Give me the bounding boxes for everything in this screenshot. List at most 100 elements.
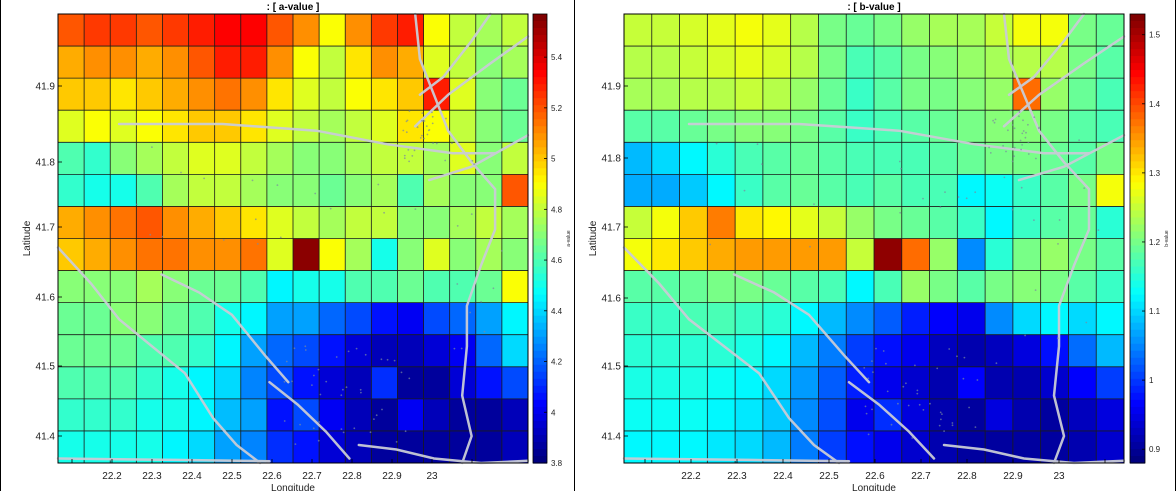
colorbar-step: [533, 14, 547, 22]
epicenter-dot: [988, 146, 990, 149]
heatmap-cell: [319, 206, 346, 239]
epicenter-dot: [864, 405, 867, 408]
heatmap-cell: [735, 366, 764, 400]
epicenter-dot: [743, 189, 746, 192]
colorbar-step: [1130, 112, 1145, 120]
colorbar-step: [533, 287, 547, 296]
heatmap-cell: [397, 238, 424, 271]
heatmap-cell: [762, 142, 792, 175]
heatmap-cell: [293, 78, 320, 111]
colorbar-step: [533, 168, 547, 176]
epicenter-dot: [872, 371, 874, 373]
colorbar-step: [1130, 350, 1145, 359]
epicenter-dot: [404, 430, 407, 433]
epicenter-dot: [756, 143, 759, 146]
heatmap-cell: [929, 206, 958, 239]
heatmap-cell: [985, 430, 1014, 464]
heatmap-cell: [874, 110, 903, 143]
heatmap-cell: [214, 302, 242, 336]
heatmap-cell: [475, 110, 503, 143]
colorbar-step: [533, 42, 547, 50]
heatmap-cell: [735, 398, 764, 432]
colorbar-step: [1130, 434, 1145, 443]
heatmap-cell: [762, 78, 792, 111]
heatmap-cell: [214, 78, 242, 111]
heatmap-cell: [266, 142, 294, 175]
heatmap-cell: [58, 238, 85, 271]
colorbar-step: [1130, 168, 1145, 176]
heatmap-cell: [846, 142, 875, 175]
colorbar-step: [1130, 343, 1145, 352]
heatmap-cell: [475, 334, 503, 368]
colorbar-step: [1130, 126, 1145, 134]
y-tick-label: 41.7: [602, 223, 622, 234]
colorbar-step: [533, 385, 547, 394]
b-value-panel: : [ b-value ] 22.2 22.3 22.4 22.5 22.6 22.7 22.…: [575, 0, 1176, 491]
heatmap-cell: [790, 110, 819, 143]
epicenter-dot: [962, 377, 965, 380]
colorbar: 5.4 5.2 5 4.8 4.6 4.4 4.2 4 3.8: [532, 13, 563, 468]
colorbar-step: [533, 98, 547, 106]
epicenter-dot: [1009, 109, 1012, 112]
x-axis: 22.2 22.3 22.4 22.5 22.6 22.7 22.8 22.9 23: [71, 459, 473, 482]
colorbar-step: [533, 77, 547, 85]
x-tick-label: 22.4: [773, 471, 793, 482]
epicenter-dot: [944, 191, 946, 194]
heatmap-cell: [679, 142, 708, 175]
epicenter-dot: [413, 149, 416, 152]
heatmap-cell: [846, 174, 875, 207]
heatmap-cell: [371, 46, 398, 79]
heatmap-cell: [957, 78, 986, 111]
y-tick-label: 41.7: [36, 223, 56, 234]
heatmap-cell: [501, 174, 529, 207]
epicenter-dot: [1011, 208, 1014, 211]
colorbar-tick-label: 1.1: [1149, 307, 1161, 316]
epicenter-dot: [360, 391, 362, 394]
heatmap-cell: [266, 302, 294, 336]
epicenter-dot: [283, 380, 286, 383]
heatmap-cell: [957, 46, 986, 79]
epicenter-dot: [1025, 131, 1027, 134]
heatmap-cell: [371, 174, 398, 207]
fault-lines: [56, 12, 530, 465]
epicenter-dot: [957, 196, 960, 198]
colorbar-step: [1130, 273, 1145, 282]
epicenter-dot: [938, 424, 941, 427]
heatmap-cell: [84, 110, 111, 143]
heatmap-cell: [110, 334, 137, 368]
heatmap-cell: [874, 366, 903, 400]
colorbar-tick-label: 1.5: [1149, 31, 1161, 40]
colorbar-tick-label: 5.2: [551, 104, 563, 113]
heatmap-cell: [957, 270, 986, 304]
heatmap-cell: [929, 14, 958, 47]
y-tick-label: 41.5: [602, 362, 622, 373]
heatmap-cell: [136, 110, 163, 143]
heatmap-cell: [162, 398, 189, 432]
epicenter-dot: [373, 418, 375, 420]
heatmap-cell: [1068, 430, 1097, 464]
fault-lines: [622, 12, 1126, 465]
y-tick-label: 41.9: [602, 82, 622, 93]
heatmap-cell: [397, 174, 424, 207]
heatmap-cell: [188, 270, 216, 304]
epicenter-dot: [383, 211, 385, 214]
epicenter-dot: [1020, 186, 1023, 189]
colorbar-step: [533, 217, 547, 226]
heatmap-cell: [985, 174, 1014, 207]
epicenter-dot: [1018, 111, 1021, 113]
colorbar-step: [1130, 399, 1145, 408]
epicenter-dot: [377, 183, 380, 186]
heatmap-cell: [790, 398, 819, 432]
heatmap-cell: [651, 334, 680, 368]
heatmap-cell: [501, 14, 529, 47]
epicenter-dot: [251, 179, 254, 182]
epicenter-dot: [347, 350, 350, 353]
heatmap-cell: [293, 14, 320, 47]
epicenter-dot: [1027, 123, 1029, 126]
heatmap-cell: [58, 78, 85, 111]
heatmap-cell: [1012, 238, 1042, 271]
heatmap-cell: [818, 78, 847, 111]
heatmap-cell: [319, 142, 346, 175]
heatmap-cell: [240, 14, 268, 47]
heatmap-cell: [762, 206, 792, 239]
